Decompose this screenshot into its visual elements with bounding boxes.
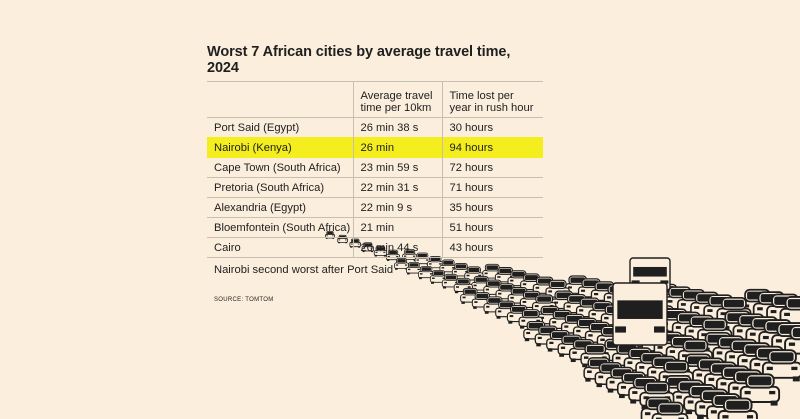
chart-note: Nairobi second worst after Port Said: [214, 264, 394, 276]
car-shape: [739, 373, 781, 406]
chart-title: Worst 7 African cities by average travel…: [207, 44, 511, 76]
travel-time-cell: 26 min: [352, 137, 442, 158]
header-row: Average travel time per 10km Time lost p…: [207, 81, 543, 118]
travel-time-cell: 20 min 44 s: [352, 237, 442, 258]
time-lost-cell: 71 hours: [441, 177, 543, 198]
travel-time-cell: 21 min: [352, 217, 442, 238]
city-cell: Cape Town (South Africa): [207, 157, 353, 178]
travel-time-cell: 26 min 38 s: [352, 117, 442, 138]
travel-time-cell: 22 min 31 s: [352, 177, 442, 198]
header-travel-time-line1: Average travel: [360, 90, 433, 102]
car-shape: [651, 401, 689, 419]
travel-time-cell: 22 min 9 s: [352, 197, 442, 218]
table-row: Port Said (Egypt) 26 min 38 s 30 hours: [207, 117, 543, 138]
table-card: Worst 7 African cities by average travel…: [207, 44, 543, 303]
time-lost-cell: 30 hours: [441, 117, 543, 138]
city-cell: Cairo: [207, 237, 353, 258]
time-lost-cell: 72 hours: [441, 157, 543, 178]
data-table: Average travel time per 10km Time lost p…: [207, 81, 543, 258]
car-shape: [427, 256, 444, 270]
time-lost-cell: 35 hours: [441, 197, 543, 218]
city-cell: Port Said (Egypt): [207, 117, 353, 138]
table-row: Cape Town (South Africa) 23 min 59 s 72 ho…: [207, 157, 543, 178]
header-travel-time: Average travel time per 10km: [352, 81, 442, 118]
header-time-lost: Time lost per year in rush hour: [441, 81, 543, 118]
car-shape: [784, 325, 800, 358]
car-shape: [406, 261, 422, 275]
car-shape: [482, 263, 503, 280]
truck-shape: [612, 282, 668, 346]
header-time-lost-line1: Time lost per: [449, 90, 514, 102]
header-travel-time-line2: time per 10km: [360, 102, 432, 114]
table-row: Cairo 20 min 44 s 43 hours: [207, 237, 543, 258]
city-cell: Pretoria (South Africa): [207, 177, 353, 198]
header-city: [207, 81, 353, 118]
time-lost-cell: 43 hours: [441, 237, 543, 258]
car-shape: [439, 259, 457, 274]
table-row: Bloemfontein (South Africa) 21 min 51 hour…: [207, 217, 543, 238]
time-lost-cell: 94 hours: [441, 137, 543, 158]
city-cell: Alexandria (Egypt): [207, 197, 353, 218]
table-row: Nairobi (Kenya) 26 min 94 hours: [207, 137, 543, 158]
car-shape: [717, 397, 758, 419]
source-credit: SOURCE: TOMTOM: [214, 297, 274, 303]
travel-time-cell: 23 min 59 s: [352, 157, 442, 178]
header-time-lost-line2: year in rush hour: [449, 102, 534, 114]
table-row: Alexandria (Egypt) 22 min 9 s 35 hours: [207, 197, 543, 218]
time-lost-cell: 51 hours: [441, 217, 543, 238]
car-shape: [394, 257, 409, 270]
table-row: Pretoria (South Africa) 22 min 31 s 71 hou…: [207, 177, 543, 198]
city-cell: Nairobi (Kenya): [207, 137, 353, 158]
city-cell: Bloemfontein (South Africa): [207, 217, 353, 238]
